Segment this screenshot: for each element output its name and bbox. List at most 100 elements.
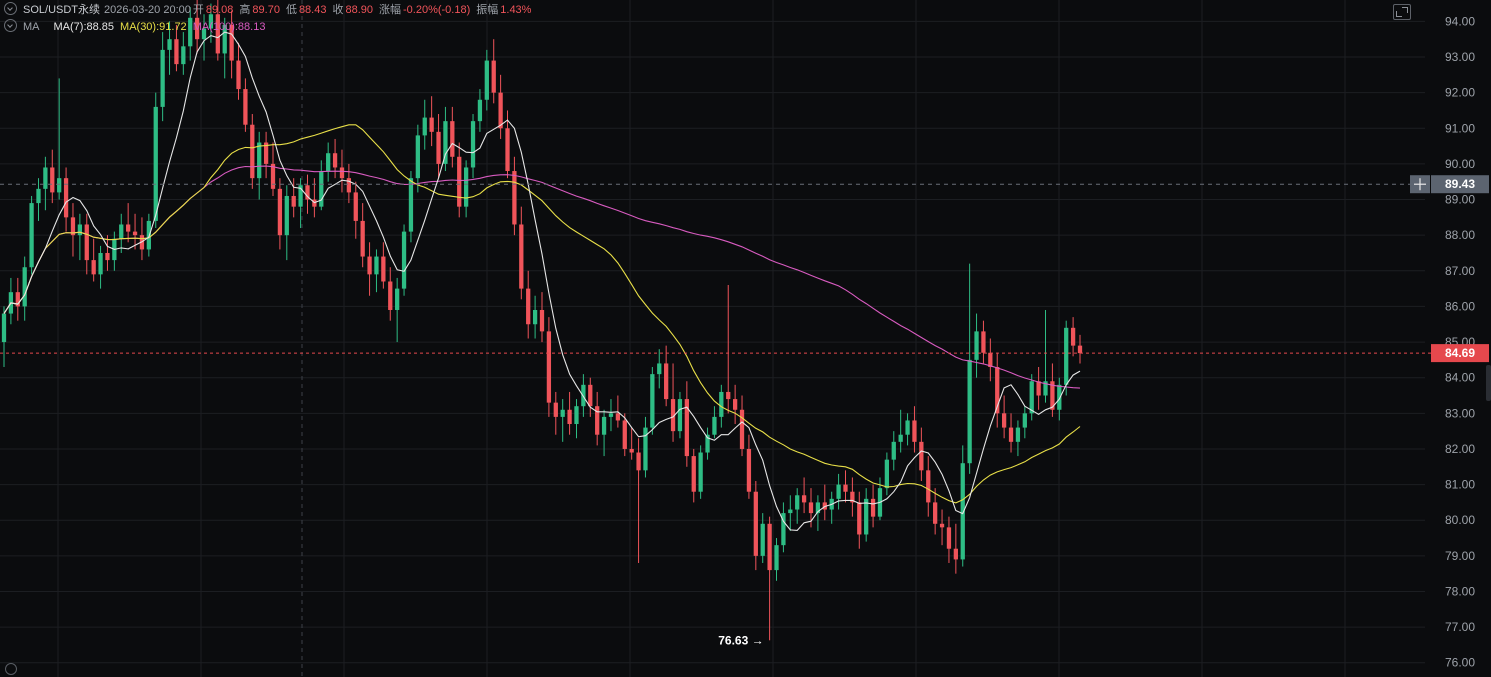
candle-body [691, 456, 696, 492]
candle-body [353, 192, 358, 221]
candle-body [436, 131, 441, 164]
candle-body [70, 217, 76, 236]
y-axis-tick-label: 93.00 [1445, 50, 1475, 64]
candle-body [408, 178, 414, 232]
candle-body [870, 498, 876, 517]
candle-body [215, 14, 220, 54]
candle-body [415, 135, 420, 179]
candle-body [208, 14, 214, 29]
candle-body [526, 288, 531, 325]
candle-body [257, 142, 262, 179]
candle-body [753, 491, 758, 556]
candle-body [1077, 345, 1083, 354]
ma30-label: MA(30):91.72 [120, 21, 187, 33]
candle-body [36, 188, 41, 204]
symbol-label[interactable]: SOL/USDT永续 [23, 4, 101, 16]
candle-body [988, 352, 993, 368]
candle-body [843, 484, 848, 492]
candle-body [574, 406, 579, 425]
candle-body [105, 252, 110, 261]
amplitude-label: 振幅 [476, 4, 499, 16]
candle-body [381, 256, 386, 282]
candle-body [505, 128, 510, 172]
candle-body [657, 363, 662, 375]
chevron-icon[interactable] [4, 2, 17, 15]
y-axis-tick-label: 90.00 [1445, 157, 1475, 171]
candle-body [553, 402, 558, 417]
candle-body [898, 434, 903, 442]
candle-body [919, 441, 924, 471]
candle-body [491, 60, 496, 93]
candle-body [815, 502, 821, 514]
candle-body [360, 220, 365, 257]
candle-body [567, 409, 572, 425]
candle-body [891, 441, 896, 460]
candle-body [995, 367, 1000, 414]
candle-body [243, 89, 248, 125]
candle-body [332, 153, 338, 168]
datetime-label: 2026-03-20 20:00 [104, 4, 191, 16]
change-label: 涨幅 [379, 4, 401, 16]
candle-body [29, 203, 34, 268]
candle-body [250, 124, 255, 179]
candle-body [926, 470, 931, 503]
candle-body [664, 363, 669, 400]
candle-body [739, 409, 745, 449]
candle-body [601, 416, 607, 435]
candle-body [808, 502, 814, 514]
candle-body [595, 406, 600, 435]
candle-body [1043, 381, 1048, 396]
candle-body [1029, 381, 1034, 414]
candle-body [801, 495, 807, 503]
candle-body [222, 24, 227, 54]
candle-body [960, 463, 965, 560]
candle-body [450, 121, 455, 157]
y-axis-tick-label: 86.00 [1445, 299, 1475, 313]
candle-body [539, 309, 545, 332]
y-axis-tick-label: 84.00 [1445, 371, 1475, 385]
candle-body [284, 195, 289, 236]
scroll-handle[interactable] [1486, 365, 1491, 401]
candle-body [401, 231, 407, 289]
high-label: 高 [239, 4, 251, 16]
candle-body [905, 420, 910, 435]
eye-icon[interactable] [4, 19, 17, 32]
candle-body [498, 92, 503, 129]
candle-body [1015, 427, 1021, 442]
candle-body [22, 267, 27, 307]
y-axis-tick-label: 83.00 [1445, 406, 1475, 420]
fullscreen-icon[interactable] [1393, 4, 1411, 20]
high-value: 89.70 [252, 4, 280, 16]
y-axis-tick-label: 87.00 [1445, 264, 1475, 278]
candle-body [43, 167, 48, 189]
ma7-label: MA(7):88.85 [53, 21, 115, 33]
y-axis-tick-label: 92.00 [1445, 86, 1475, 100]
candle-body [732, 399, 738, 410]
candle-body [746, 448, 752, 492]
candle-body [912, 420, 917, 442]
candle-body [367, 256, 372, 275]
indicator-header: MA MA(7):88.85 MA(30):91.72 MA(100):88.13 [4, 19, 271, 33]
candle-body [153, 106, 158, 221]
open-value: 89.08 [205, 4, 234, 16]
open-label: 开 [192, 4, 204, 16]
candle-body [443, 121, 448, 164]
candle-body [174, 39, 179, 65]
candle-body [1070, 327, 1076, 346]
candle-body [712, 416, 717, 435]
candle-body [63, 178, 69, 218]
candle-body [339, 167, 345, 179]
candle-body [512, 171, 517, 225]
candle-body [470, 121, 476, 168]
y-axis-tick-label: 76.00 [1445, 656, 1475, 670]
candle-body [77, 224, 83, 236]
settings-icon[interactable] [5, 663, 17, 675]
candle-body [636, 452, 641, 471]
candle-body [774, 545, 779, 571]
indicator-name[interactable]: MA [23, 21, 40, 33]
candle-body [422, 117, 427, 136]
candle-body [608, 413, 614, 417]
candle-body [588, 384, 593, 407]
